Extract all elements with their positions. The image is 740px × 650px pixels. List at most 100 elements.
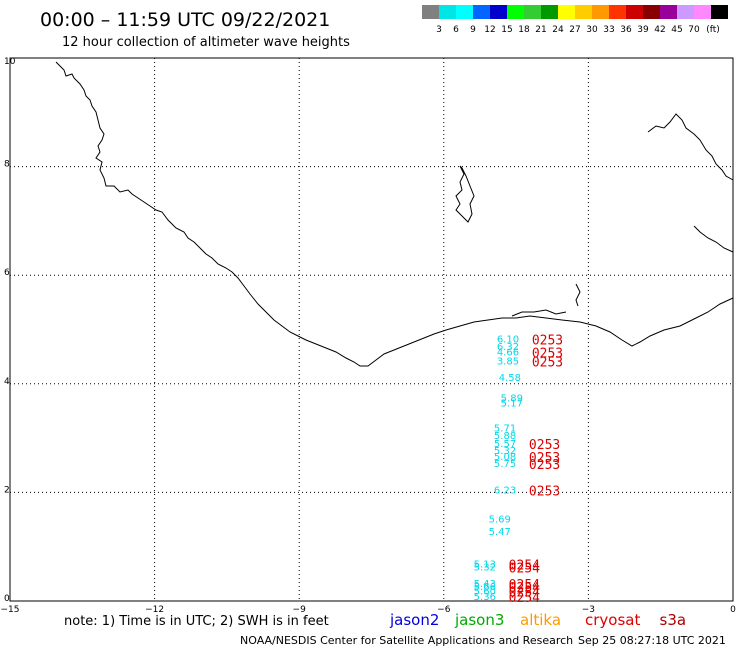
legend-swatch [473, 5, 490, 19]
x-tick-label: −12 [145, 605, 164, 615]
observation-time-label: 0253 [532, 334, 563, 349]
map-frame [9, 57, 734, 602]
legend-label: 36 [620, 25, 632, 35]
map-title: 00:00 – 11:59 UTC 09/22/2021 [40, 9, 330, 31]
legend-swatch [694, 5, 711, 19]
swh-value-label: 5.36 [474, 592, 496, 603]
swh-value-label: 5.88 [494, 431, 516, 442]
grid-lines [10, 58, 733, 601]
map-subtitle: 12 hour collection of altimeter wave hei… [62, 35, 350, 50]
swh-value-label: 5.89 [501, 394, 523, 405]
legend-swatch [643, 5, 660, 19]
y-tick-label: 4 [4, 377, 10, 387]
observation-time-label: 0254 [509, 558, 540, 573]
map-plot-area: −15 −12 −9 −6 −3 0 0 2 4 6 8 10 [1, 57, 737, 615]
swh-value-label: 5.60 [474, 586, 496, 597]
color-legend: 3 6 9 12 15 18 21 24 27 30 33 36 39 42 45 70 (ft) [422, 5, 728, 35]
legend-swatch [439, 5, 456, 19]
legend-swatch [660, 5, 677, 19]
x-tick-label: 0 [730, 605, 736, 615]
legend-label: 70 [688, 25, 700, 35]
x-tick-label: −6 [437, 605, 451, 615]
legend-label: 30 [586, 25, 598, 35]
footer-credit: NOAA/NESDIS Center for Satellite Applica… [240, 634, 573, 647]
swh-value-label: 5.13 [474, 559, 496, 570]
satellite-s3a: s3a [660, 611, 687, 629]
swh-value-label: 5.71 [494, 424, 516, 435]
swh-value-label: 5.32 [494, 446, 516, 457]
swh-value-label: 5.43 [474, 579, 496, 590]
legend-label: 24 [552, 25, 564, 35]
observation-time-label: 0253 [529, 484, 560, 499]
legend-swatch [524, 5, 541, 19]
satellite-legend: jason2 jason3 altika cryosat s3a [389, 611, 686, 629]
legend-swatch [609, 5, 626, 19]
swh-value-label: 6.32 [497, 342, 519, 353]
swh-value-label: 3.85 [497, 356, 519, 367]
legend-swatch [592, 5, 609, 19]
legend-label: 18 [518, 25, 530, 35]
y-tick-label: 0 [4, 594, 10, 604]
legend-label: 12 [484, 25, 495, 35]
island-inland-lake [455, 165, 475, 223]
coastline-cape-fragment [575, 283, 581, 307]
observation-time-label: 0254 [509, 562, 540, 577]
legend-label: 9 [470, 25, 476, 35]
x-tick-label: −9 [293, 605, 307, 615]
swh-value-label: 5.32 [474, 563, 496, 574]
legend-swatch [490, 5, 507, 19]
satellite-jason3: jason3 [454, 611, 504, 629]
legend-label: 45 [671, 25, 682, 35]
coastline-river-delta [693, 225, 734, 253]
observation-time-label: 0254 [509, 585, 540, 600]
satellite-cryosat: cryosat [585, 611, 640, 629]
satellite-altika: altika [520, 611, 561, 629]
coastline-lagoon [511, 309, 567, 317]
y-tick-label: 2 [4, 485, 10, 495]
observation-time-label: 0253 [532, 347, 563, 362]
y-tick-label: 6 [4, 268, 10, 278]
swh-value-label: 5.75 [494, 459, 516, 470]
coastline-nigeria-upper [647, 113, 734, 181]
legend-swatch [507, 5, 524, 19]
swh-value-label: 6.23 [494, 485, 516, 496]
swh-value-label: 5.66 [474, 582, 496, 593]
y-tick-label: 8 [4, 160, 10, 170]
y-tick-label: 10 [4, 57, 16, 67]
legend-swatch [575, 5, 592, 19]
legend-label: 39 [637, 25, 649, 35]
legend-label: 6 [453, 25, 459, 35]
swh-value-label: 4.58 [499, 373, 521, 384]
legend-label: 42 [654, 25, 665, 35]
observation-time-label: 0254 [509, 581, 540, 596]
swh-value-label: 5.08 [494, 452, 516, 463]
legend-swatch [422, 5, 439, 19]
legend-label: 15 [501, 25, 512, 35]
legend-swatch [558, 5, 575, 19]
axis-ticks: −15 −12 −9 −6 −3 0 0 2 4 6 8 10 [1, 57, 737, 615]
swh-value-label: 5.47 [489, 527, 511, 538]
legend-unit: (ft) [706, 25, 720, 35]
legend-swatch [541, 5, 558, 19]
observation-time-label: 0253 [532, 355, 563, 370]
legend-swatch [626, 5, 643, 19]
coastline-west-africa [55, 61, 734, 367]
swh-value-label: 4.66 [497, 348, 519, 359]
observation-time-label: 0253 [529, 451, 560, 466]
observation-time-label: 0254 [509, 578, 540, 593]
footer-note: note: 1) Time is in UTC; 2) SWH is in fe… [64, 614, 329, 629]
legend-label: 33 [603, 25, 614, 35]
x-tick-label: −15 [1, 605, 20, 615]
footer-timestamp: Sep 25 08:27:18 UTC 2021 [578, 634, 726, 647]
legend-label: 27 [569, 25, 580, 35]
observation-time-label: 0253 [529, 458, 560, 473]
altimeter-observations: 6.10 0253 6.324.66 0253 3.85 0253 4.58 5.895.17… [474, 334, 563, 606]
swh-value-label: 5.17 [501, 399, 523, 410]
swh-value-label: 5.57 [494, 439, 516, 450]
swh-value-label: 5.69 [489, 514, 511, 525]
legend-swatch [456, 5, 473, 19]
legend-label: 3 [436, 25, 442, 35]
legend-swatch [711, 5, 728, 19]
satellite-jason2: jason2 [389, 611, 439, 629]
